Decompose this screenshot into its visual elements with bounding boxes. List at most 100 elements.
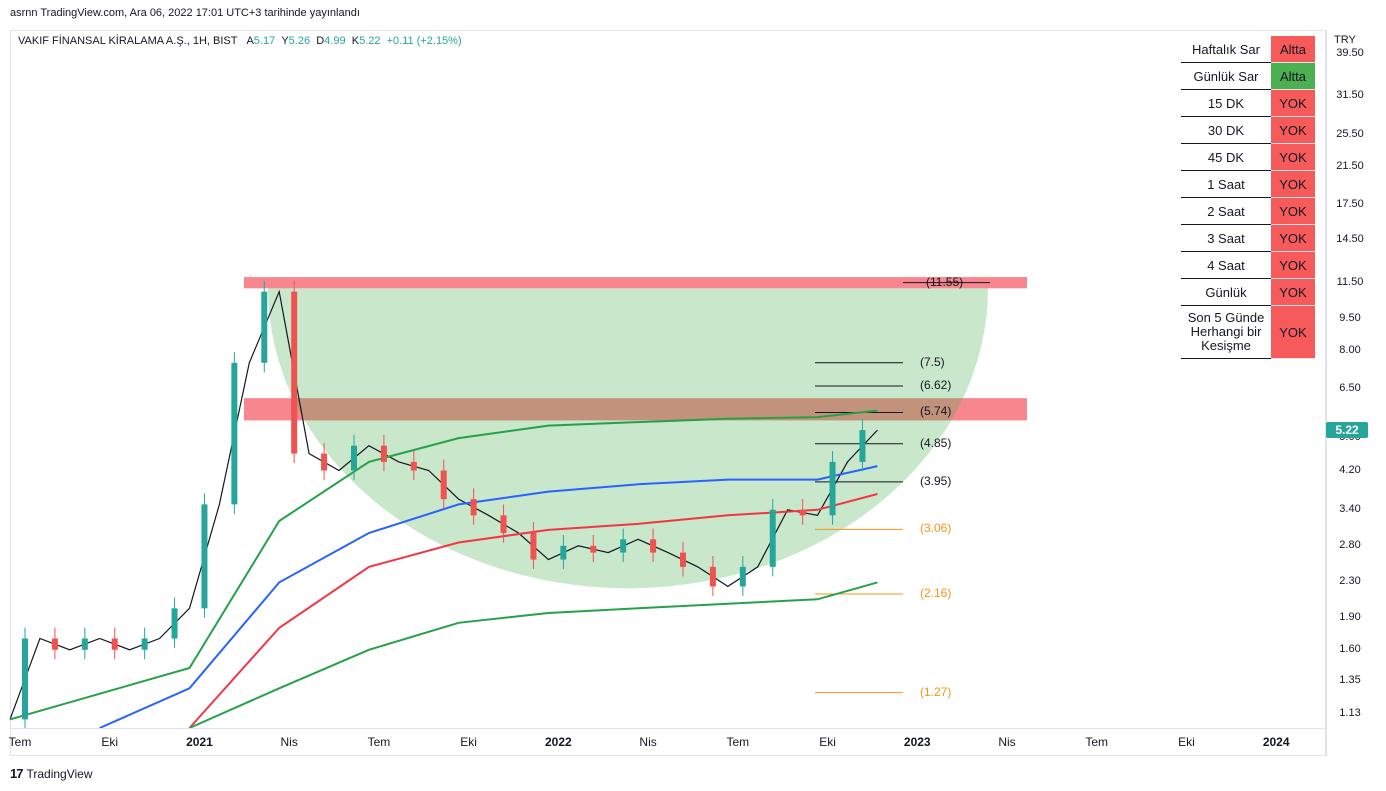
status-label: 4 Saat: [1181, 251, 1271, 279]
status-label: 2 Saat: [1181, 197, 1271, 225]
status-row: 3 Saat YOK: [1181, 224, 1315, 252]
price-tick-14: 2.30: [1339, 575, 1361, 588]
fib-level-label-2: (6.62): [920, 377, 952, 392]
status-label: Günlük: [1181, 278, 1271, 306]
candle-body-20: [620, 539, 627, 553]
status-row: Son 5 Günde Herhangi bir Kesişme YOK: [1181, 305, 1315, 359]
candle-body-27: [829, 461, 836, 516]
price-tick-11: 4.20: [1339, 463, 1361, 476]
time-tick-14: 2024: [1262, 735, 1290, 749]
status-label: Haftalık Sar: [1181, 36, 1271, 63]
candle-body-19: [590, 545, 597, 553]
price-tick-5: 14.50: [1336, 233, 1364, 246]
resistance-zone-0: [244, 277, 1027, 289]
status-label: Son 5 Günde Herhangi bir Kesişme: [1181, 305, 1271, 359]
status-row: 2 Saat YOK: [1181, 197, 1315, 225]
time-tick-0: Tem: [8, 735, 32, 749]
status-value: YOK: [1271, 89, 1315, 117]
status-label: 1 Saat: [1181, 170, 1271, 198]
low-key: D: [316, 35, 325, 47]
time-axis-line: [10, 728, 1326, 729]
status-value: YOK: [1271, 251, 1315, 279]
status-row: Günlük YOK: [1181, 278, 1315, 306]
candle-body-9: [291, 291, 298, 454]
open-key: A: [246, 35, 254, 47]
status-value: YOK: [1271, 143, 1315, 171]
close-value: 5.22: [359, 35, 381, 47]
candle-body-2: [81, 638, 88, 650]
tradingview-logo-icon: 17: [10, 766, 24, 781]
time-tick-7: Nis: [639, 735, 657, 749]
price-tick-6: 11.50: [1336, 276, 1364, 289]
price-tick-12: 3.40: [1339, 502, 1361, 515]
close-key: K: [351, 35, 360, 47]
chart-pane[interactable]: [10, 30, 1326, 756]
candle-body-25: [769, 509, 776, 567]
candle-body-24: [739, 566, 746, 587]
time-tick-6: 2022: [545, 735, 572, 749]
status-value: YOK: [1271, 278, 1315, 306]
price-tick-17: 1.35: [1339, 674, 1361, 687]
fib-level-label-1: (7.5): [920, 354, 945, 369]
candle-body-26: [799, 509, 806, 516]
price-tick-15: 1.90: [1339, 610, 1361, 623]
time-tick-4: Tem: [367, 735, 391, 749]
candle-body-5: [171, 608, 178, 639]
time-tick-8: Tem: [726, 735, 750, 749]
candle-body-8: [261, 291, 268, 363]
candle-body-4: [141, 638, 148, 650]
status-row: Günlük Sar Altta: [1181, 62, 1315, 90]
status-row: 1 Saat YOK: [1181, 170, 1315, 198]
price-tick-3: 21.50: [1336, 160, 1364, 173]
price-axis-line: [1326, 30, 1327, 756]
candle-body-11: [351, 445, 357, 471]
price-tick-1: 31.50: [1336, 89, 1364, 102]
series-line-4: [189, 581, 878, 729]
price-tick-9: 6.50: [1339, 382, 1361, 395]
status-value: Altta: [1271, 62, 1315, 90]
candle-body-6: [201, 504, 208, 609]
high-value: 5.26: [288, 35, 311, 47]
price-tick-16: 1.60: [1339, 642, 1361, 655]
price-tick-7: 9.50: [1339, 311, 1361, 324]
symbol-name: VAKIF FİNANSAL KİRALAMA A.Ş., 1H, BIST: [18, 35, 238, 47]
candle-body-7: [231, 362, 238, 505]
candle-body-14: [440, 470, 447, 500]
footer: 17 TradingView: [10, 766, 93, 781]
status-value: Altta: [1271, 36, 1315, 63]
status-value: YOK: [1271, 197, 1315, 225]
candle-body-16: [500, 515, 507, 534]
time-tick-12: Tem: [1085, 735, 1109, 749]
status-value: YOK: [1271, 224, 1315, 252]
price-tick-18: 1.13: [1339, 707, 1361, 720]
fib-level-label-7: (2.16): [920, 586, 952, 601]
candle-body-13: [410, 461, 417, 471]
candle-body-0: [22, 638, 28, 720]
time-tick-10: 2023: [903, 735, 931, 749]
status-row: 4 Saat YOK: [1181, 251, 1315, 279]
status-value: YOK: [1271, 170, 1315, 198]
series-line-2: [188, 493, 878, 729]
fib-level-label-5: (3.95): [920, 473, 952, 488]
time-tick-1: Eki: [101, 735, 119, 749]
fib-level-label-6: (3.06): [920, 521, 952, 536]
price-tick-13: 2.80: [1339, 538, 1361, 551]
candle-body-18: [560, 545, 567, 560]
symbol-legend: VAKIF FİNANSAL KİRALAMA A.Ş., 1H, BIST A…: [18, 35, 462, 47]
candle-body-22: [680, 552, 686, 567]
fib-level-label-8: (1.27): [920, 684, 952, 699]
time-tick-9: Eki: [819, 735, 836, 749]
status-row: 30 DK YOK: [1181, 116, 1315, 144]
status-label: 45 DK: [1181, 143, 1271, 171]
candle-body-1: [51, 638, 58, 650]
price-tick-2: 25.50: [1336, 128, 1364, 141]
candle-body-17: [530, 533, 537, 560]
time-tick-5: Eki: [460, 735, 477, 749]
fib-level-label-4: (4.85): [920, 435, 952, 450]
currency-label: TRY: [1334, 34, 1356, 46]
fib-level-label-0: (11.55): [926, 274, 964, 289]
status-label: 3 Saat: [1181, 224, 1271, 252]
status-table: Haftalık Sar Altta Günlük Sar Altta 15 DK YOK…: [1181, 36, 1315, 359]
status-label: Günlük Sar: [1181, 62, 1271, 90]
